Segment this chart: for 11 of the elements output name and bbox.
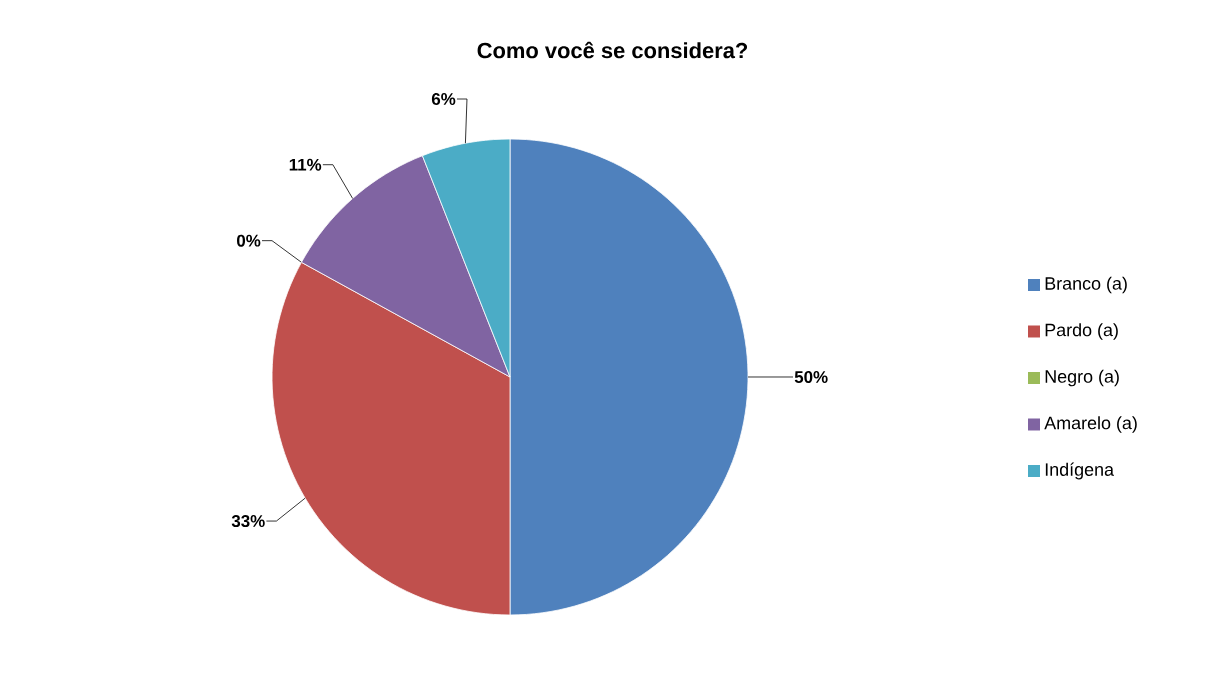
legend-label: Branco (a)	[1045, 276, 1127, 294]
data-label: 6%	[431, 93, 456, 105]
legend-label: Indígena	[1045, 462, 1115, 480]
chart-title: Como você se considera?	[477, 41, 748, 59]
data-label: 11%	[289, 158, 322, 171]
text: 0%	[237, 234, 261, 247]
legend-label: Pardo (a)	[1045, 323, 1118, 340]
legend-label: Amarelo (a)	[1044, 416, 1137, 433]
data-label: 50%	[794, 371, 828, 383]
data-label: 33%	[231, 515, 265, 528]
legend-label: Negro (a)	[1045, 369, 1119, 387]
